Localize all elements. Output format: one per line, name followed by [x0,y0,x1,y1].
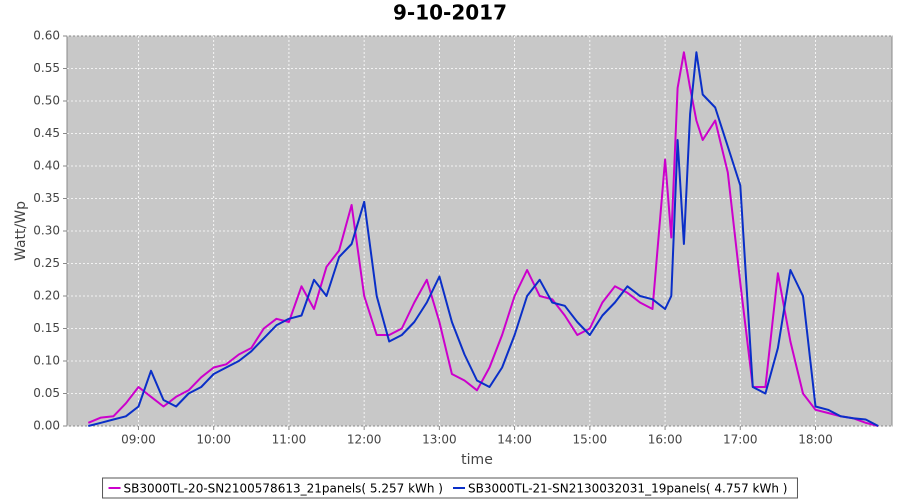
x-tick-label: 17:00 [723,433,758,447]
y-tick-label: 0.35 [33,191,60,205]
x-tick-label: 14:00 [497,433,532,447]
y-tick-label: 0.55 [33,61,60,75]
y-axis-title: Watt/Wp [13,201,29,261]
y-tick-label: 0.00 [33,419,60,433]
legend-label: SB3000TL-20-SN2100578613_21panels( 5.257… [124,482,443,496]
y-tick-label: 0.15 [33,321,60,335]
legend: SB3000TL-20-SN2100578613_21panels( 5.257… [102,477,798,499]
x-tick-label: 16:00 [648,433,683,447]
series-line [87,51,879,427]
x-tick-label: 10:00 [196,433,231,447]
y-tick-label: 0.45 [33,126,60,140]
series-line [88,51,879,427]
y-tick-label: 0.40 [33,159,60,173]
y-tick-label: 0.30 [33,224,60,238]
y-tick-label: 0.25 [33,256,60,270]
legend-label: SB3000TL-21-SN2130032031_19panels( 4.757… [468,482,787,496]
y-tick-label: 0.50 [33,94,60,108]
x-tick-label: 18:00 [798,433,833,447]
y-tick-label: 0.05 [33,386,60,400]
legend-box [102,477,798,499]
x-tick-label: 09:00 [121,433,156,447]
x-tick-label: 11:00 [272,433,307,447]
y-tick-label: 0.60 [33,29,60,43]
y-tick-label: 0.20 [33,289,60,303]
chart-title: 9-10-2017 [393,1,507,25]
x-axis-title: time [461,452,493,468]
x-tick-label: 13:00 [422,433,457,447]
x-tick-label: 15:00 [573,433,608,447]
x-tick-label: 12:00 [347,433,382,447]
y-tick-label: 0.10 [33,354,60,368]
